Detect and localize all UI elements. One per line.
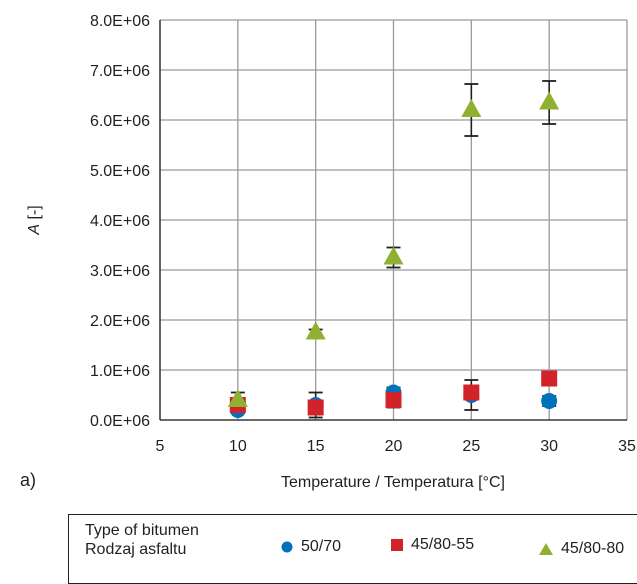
x-tick-label: 20 (385, 438, 403, 455)
circle-marker-icon (281, 541, 293, 552)
data-point-square (307, 399, 324, 416)
data-point-triangle (539, 91, 560, 110)
y-tick-label: 0.0E+06 (90, 413, 150, 430)
tick-labels: 0.0E+06 1.0E+06 2.0E+06 3.0E+06 4.0E+06 5.0E+… (90, 13, 636, 455)
y-axis-label-symbol: A (26, 224, 43, 236)
x-tick-label: 25 (462, 438, 480, 455)
legend: Type of bitumen Rodzaj asfaltu 50/70 45/… (68, 514, 637, 584)
legend-item-45-80-80: 45/80-80 (539, 539, 624, 558)
data-point-square (385, 392, 402, 408)
grid-lines (159, 19, 628, 421)
data-point-square (463, 384, 480, 401)
y-tick-label: 5.0E+06 (90, 163, 150, 180)
x-tick-label: 15 (307, 438, 325, 455)
axes (159, 20, 627, 421)
x-axis-label: Temperature / Temperatura [°C] (281, 474, 505, 491)
legend-label: 45/80-55 (411, 536, 475, 553)
panel-label: a) (20, 470, 37, 490)
x-tick-label: 10 (229, 438, 247, 455)
y-tick-label: 4.0E+06 (90, 213, 150, 230)
data-point-square (541, 370, 558, 387)
y-axis-label-unit: [-] (26, 205, 43, 224)
data-point-triangle (227, 389, 248, 407)
data-point-triangle (461, 99, 482, 117)
legend-label: 45/80-80 (561, 540, 625, 557)
square-marker-icon (391, 538, 403, 551)
x-tick-label: 30 (540, 438, 558, 455)
y-tick-label: 3.0E+06 (90, 263, 150, 280)
legend-item-50-70: 50/70 (281, 537, 341, 556)
data-points (227, 91, 560, 418)
legend-title: Type of bitumen Rodzaj asfaltu (85, 521, 199, 559)
legend-item-45-80-55: 45/80-55 (391, 535, 474, 554)
y-tick-label: 8.0E+06 (90, 13, 150, 30)
x-tick-label: 5 (156, 438, 165, 455)
y-tick-label: 1.0E+06 (90, 363, 150, 380)
x-tick-label: 35 (618, 438, 636, 455)
y-tick-label: 6.0E+06 (90, 113, 150, 130)
legend-title-line1: Type of bitumen (85, 522, 199, 539)
legend-label: 50/70 (301, 538, 342, 555)
y-axis-label: A [-] (26, 205, 43, 235)
data-point-triangle (383, 246, 404, 265)
triangle-marker-icon (539, 542, 553, 555)
data-point-circle (541, 393, 558, 409)
data-point-triangle (305, 321, 326, 340)
y-tick-label: 7.0E+06 (90, 63, 150, 80)
legend-title-line2: Rodzaj asfaltu (85, 541, 187, 558)
y-tick-label: 2.0E+06 (90, 313, 150, 330)
